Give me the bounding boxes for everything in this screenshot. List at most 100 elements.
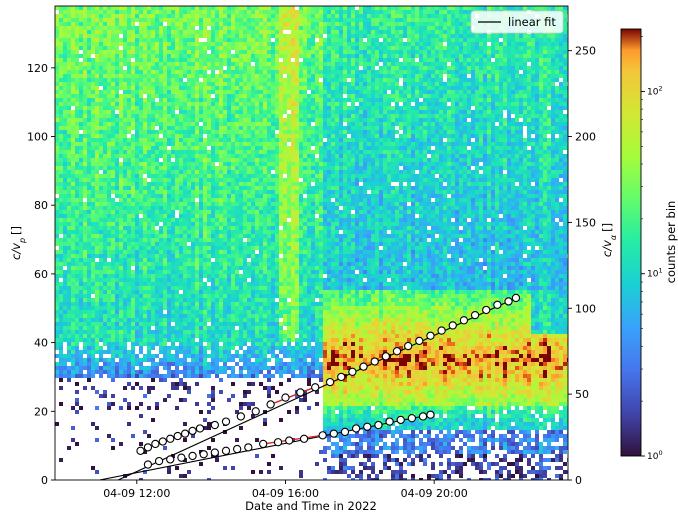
heatmap-cell: [67, 210, 71, 214]
heatmap-cell: [159, 310, 163, 314]
heatmap-cell: [183, 38, 187, 42]
heatmap-cell: [263, 14, 267, 18]
heatmap-cell: [231, 346, 235, 350]
heatmap-cell: [63, 42, 67, 46]
heatmap-cell: [267, 210, 271, 214]
heatmap-cell: [71, 18, 75, 22]
heatmap-cell: [99, 302, 103, 306]
heatmap-cell: [79, 406, 83, 410]
heatmap-cell: [87, 202, 91, 206]
heatmap-cell: [131, 146, 135, 150]
heatmap-cell: [71, 54, 75, 58]
heatmap-cell: [227, 158, 231, 162]
heatmap-cell: [215, 254, 219, 258]
heatmap-cell: [103, 18, 107, 22]
heatmap-cell: [243, 366, 247, 370]
heatmap-cell: [123, 318, 127, 322]
heatmap-cell: [123, 326, 127, 330]
heatmap-cell: [107, 222, 111, 226]
heatmap-cell: [159, 78, 163, 82]
heatmap-cell: [179, 158, 183, 162]
heatmap-cell: [195, 170, 199, 174]
heatmap-cell: [143, 294, 147, 298]
heatmap-cell: [103, 126, 107, 130]
heatmap-cell: [87, 126, 91, 130]
heatmap-cell: [227, 282, 231, 286]
heatmap-cell: [191, 10, 195, 14]
heatmap-cell: [59, 378, 63, 382]
heatmap-cell: [119, 302, 123, 306]
heatmap-cell: [111, 282, 115, 286]
heatmap-cell: [199, 18, 203, 22]
heatmap-cell: [187, 18, 191, 22]
heatmap-cell: [131, 38, 135, 42]
heatmap-cell: [163, 250, 167, 254]
heatmap-cell: [203, 314, 207, 318]
heatmap-cell: [123, 126, 127, 130]
heatmap-cell: [255, 298, 259, 302]
heatmap-cell: [255, 102, 259, 106]
heatmap-cell: [239, 358, 243, 362]
heatmap-cell: [163, 362, 167, 366]
heatmap-cell: [227, 194, 231, 198]
heatmap-cell: [167, 174, 171, 178]
heatmap-cell: [239, 322, 243, 326]
heatmap-cell: [223, 246, 227, 250]
heatmap-cell: [175, 46, 179, 50]
heatmap-cell: [199, 90, 203, 94]
heatmap-cell: [95, 162, 99, 166]
heatmap-cell: [59, 134, 63, 138]
heatmap-cell: [155, 186, 159, 190]
heatmap-cell: [131, 258, 135, 262]
heatmap-cell: [195, 122, 199, 126]
heatmap-cell: [199, 170, 203, 174]
heatmap-cell: [95, 322, 99, 326]
heatmap-cell: [267, 38, 271, 42]
heatmap-cell: [215, 242, 219, 246]
heatmap-cell: [135, 18, 139, 22]
heatmap-cell: [255, 58, 259, 62]
heatmap-cell: [259, 50, 263, 54]
heatmap-cell: [167, 362, 171, 366]
heatmap-cell: [111, 270, 115, 274]
heatmap-cell: [187, 30, 191, 34]
heatmap-cell: [195, 210, 199, 214]
heatmap-cell: [171, 286, 175, 290]
heatmap-cell: [235, 42, 239, 46]
heatmap-cell: [59, 6, 63, 10]
heatmap-cell: [155, 122, 159, 126]
heatmap-cell: [263, 354, 267, 358]
heatmap-cell: [211, 82, 215, 86]
heatmap-cell: [147, 58, 151, 62]
heatmap-cell: [63, 162, 67, 166]
heatmap-cell: [231, 134, 235, 138]
heatmap-cell: [263, 70, 267, 74]
heatmap-cell: [87, 314, 91, 318]
heatmap-cell: [99, 66, 103, 70]
heatmap-cell: [59, 210, 63, 214]
heatmap-cell: [79, 298, 83, 302]
heatmap-cell: [119, 118, 123, 122]
heatmap-cell: [99, 162, 103, 166]
heatmap-cell: [267, 86, 271, 90]
heatmap-cell: [183, 174, 187, 178]
heatmap-cell: [59, 54, 63, 58]
heatmap-cell: [239, 318, 243, 322]
heatmap-cell: [135, 126, 139, 130]
heatmap-cell: [259, 162, 263, 166]
heatmap-cell: [107, 26, 111, 30]
heatmap-cell: [127, 222, 131, 226]
heatmap-cell: [239, 426, 243, 430]
heatmap-cell: [231, 154, 235, 158]
heatmap-cell: [147, 186, 151, 190]
heatmap-cell: [83, 38, 87, 42]
heatmap-cell: [191, 350, 195, 354]
heatmap-cell: [199, 290, 203, 294]
heatmap-cell: [219, 22, 223, 26]
heatmap-cell: [251, 258, 255, 262]
heatmap-cell: [155, 90, 159, 94]
heatmap-cell: [79, 282, 83, 286]
heatmap-cell: [223, 170, 227, 174]
heatmap-cell: [63, 142, 67, 146]
heatmap-cell: [171, 214, 175, 218]
